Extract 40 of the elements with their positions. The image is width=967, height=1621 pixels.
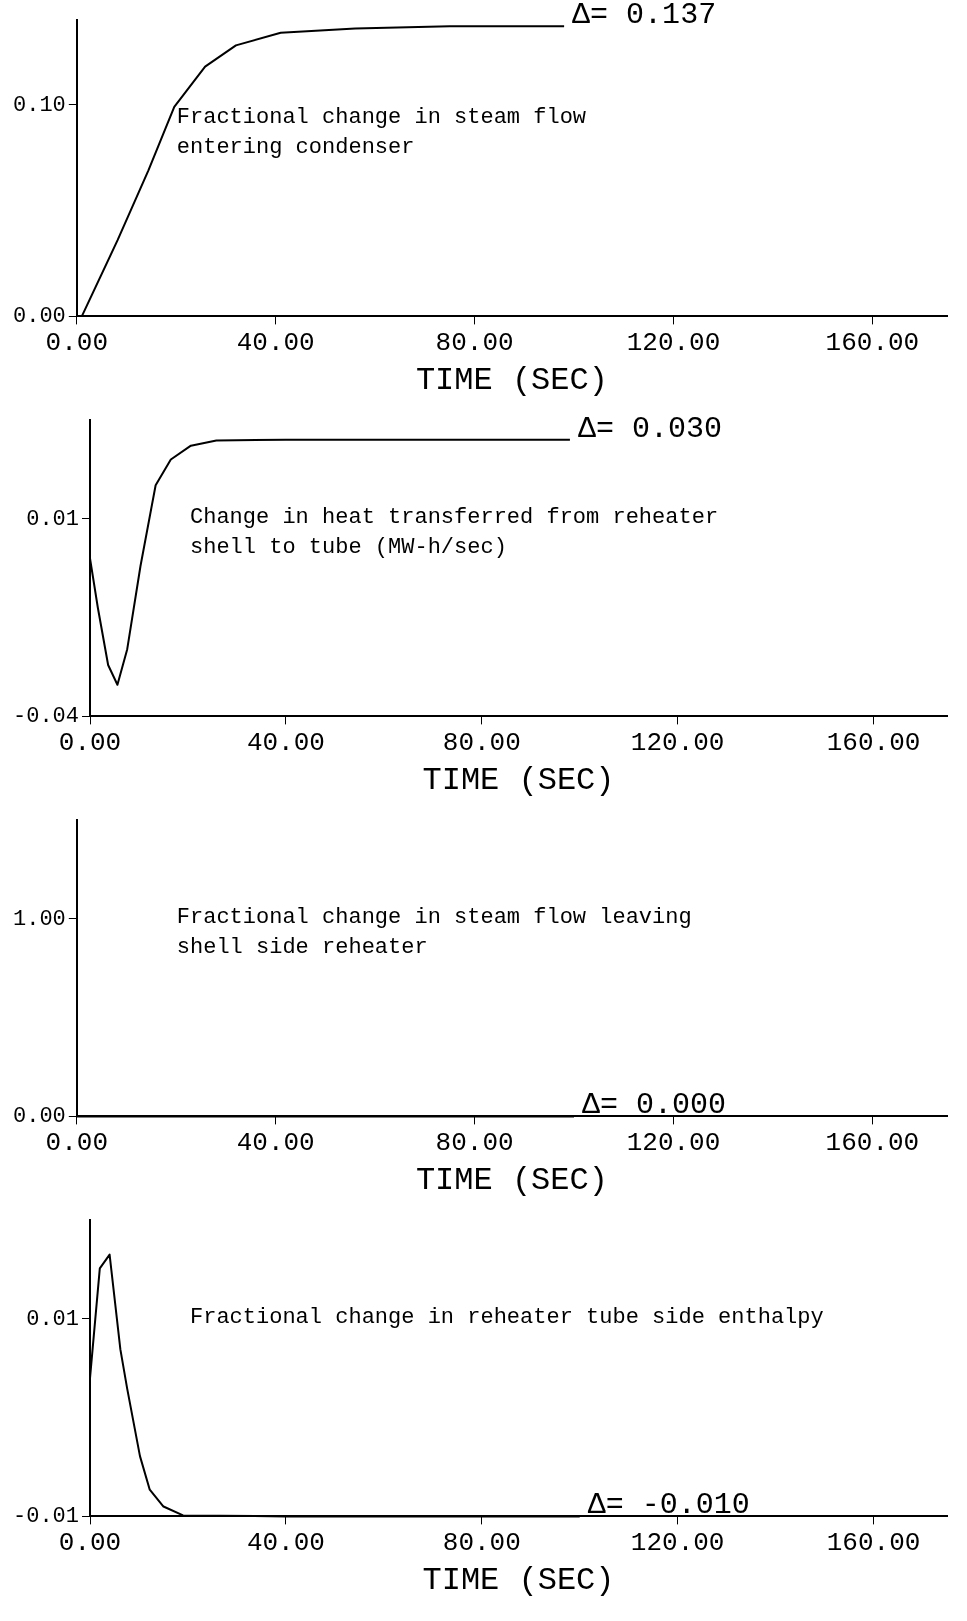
y-tick-label: 0.10 (13, 92, 66, 118)
annotation: Δ= -0.010 (587, 1488, 750, 1523)
x-tick-label: 40.00 (236, 1127, 315, 1158)
x-tick-label: 80.00 (435, 327, 514, 358)
x-tick-label: 120.00 (630, 727, 725, 758)
x-tick-label: 120.00 (626, 1127, 721, 1158)
x-tick-label: 0.00 (45, 1127, 109, 1158)
y-tick-label: -0.04 (13, 704, 80, 730)
y-tick-label: 0.01 (26, 506, 80, 532)
x-tick-label: 80.00 (435, 1127, 514, 1158)
x-tick-label: 80.00 (442, 1527, 521, 1558)
x-axis-title: TIME (SEC) (415, 1162, 608, 1200)
y-tick-label: 1.00 (13, 906, 66, 932)
x-tick-label: 0.00 (45, 327, 109, 358)
x-tick-label: 40.00 (246, 727, 325, 758)
x-tick-label: 160.00 (826, 1527, 921, 1558)
annotation: Δ= 0.030 (577, 411, 722, 446)
x-tick-label: 160.00 (825, 327, 920, 358)
annotation: Fractional change in steam flow entering condenser (176, 104, 587, 162)
x-tick-label: 120.00 (626, 327, 721, 358)
annotation: Fractional change in reheater tube side enthalpy (190, 1304, 824, 1332)
x-axis-title: TIME (SEC) (422, 1562, 615, 1600)
y-tick-label: -0.01 (13, 1504, 80, 1530)
x-tick-label: 40.00 (236, 327, 315, 358)
y-tick-label: 0.00 (13, 1104, 66, 1130)
annotation: Δ= 0.000 (582, 1088, 727, 1123)
annotation: Fractional change in steam flow leaving shell side reheater (176, 904, 692, 962)
annotation: Δ= 0.137 (572, 0, 717, 33)
x-tick-label: 40.00 (246, 1527, 325, 1558)
x-tick-label: 160.00 (826, 727, 921, 758)
x-axis-title: TIME (SEC) (415, 362, 608, 400)
annotation: Change in heat transferred from reheater shell to tube (MW-h/sec) (190, 504, 719, 562)
x-tick-label: 0.00 (58, 727, 122, 758)
x-tick-label: 120.00 (630, 1527, 725, 1558)
x-tick-label: 80.00 (442, 727, 521, 758)
x-axis-title: TIME (SEC) (422, 762, 615, 800)
x-tick-label: 160.00 (825, 1127, 920, 1158)
y-tick-label: 0.00 (13, 304, 66, 330)
x-tick-label: 0.00 (58, 1527, 122, 1558)
y-tick-label: 0.01 (26, 1306, 80, 1332)
